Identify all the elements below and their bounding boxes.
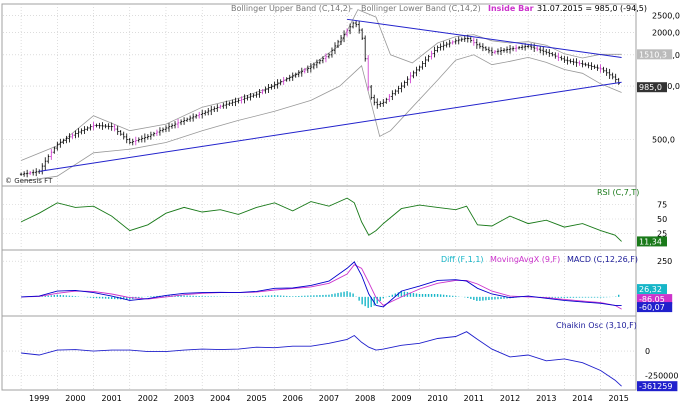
upper-trendline [346,18,622,58]
genesis-watermark: © Genesis FT [5,177,53,185]
chaikin-panel [1,315,637,391]
rsi-panel [1,185,637,251]
macd-y-tick-label: 250 [657,257,672,266]
x-tick-label: 1999 [29,394,49,403]
chaikin-y-tick-label: 0 [645,347,650,356]
price-y-tick-label: 500,0 [652,135,675,144]
x-tick-label: 2012 [500,394,520,403]
chaikin-series [21,331,622,387]
x-tick-label: 2008 [355,394,375,403]
rsi-y-tick-label: 75 [657,201,667,210]
rsi-series [20,197,622,242]
bb-upper-line [20,9,622,161]
x-tick-label: 2004 [210,394,230,403]
macd-diff-title: Diff (F,1,1) [441,255,484,264]
rsi-value-label: 11,34 [639,237,662,246]
macd-value-label: -60,07 [639,303,665,312]
chaikin-line [21,331,622,387]
macd-avg-title: MovingAvgX (9,F) [490,255,560,264]
macd-signal-line [21,264,622,310]
axis-labels: 1999 2000 2001 2002 2003 2004 2005 2006 2007 2008… [29,12,680,403]
macd-series [21,261,622,310]
x-tick-label: 2014 [572,394,592,403]
bb-upper-value-label-box [637,49,673,60]
value-boxes: 1510,3 985,0 11,34 26,32-86,05-60,07 -361259 [637,49,678,392]
x-tick-label: 2013 [536,394,556,403]
chaikin-value-label-box [637,381,678,392]
x-tick-label: 2015 [609,394,629,403]
chaikin-value-label: -361259 [639,382,672,391]
x-tick-label: 2002 [138,394,158,403]
diff-value-label: 26,32 [639,285,662,294]
last-price-label-box [637,82,667,93]
rsi-y-tick-label: 25 [657,230,667,239]
x-tick-label: 2011 [464,394,484,403]
macd-title: MACD (C,12,26,F) [567,255,638,264]
rsi-title: RSI (C,7,T) [597,188,639,197]
bb-upper-value-label: 1510,3 [639,50,667,59]
bb-upper-title: Bollinger Upper Band (C,14,2) [231,4,351,13]
rsi-line [20,197,622,242]
x-tick-label: 2001 [101,394,121,403]
grid-lines [3,4,635,390]
x-tick-label: 2000 [65,394,85,403]
avg-value-label: -86,05 [639,295,665,304]
x-tick-label: 2009 [391,394,411,403]
last-price-label: 985,0 [639,83,662,92]
chaikin-y-tick-label: -250000 [645,371,678,380]
rsi-value-label-box [637,236,667,247]
bb-title-separator: - [350,4,353,13]
price-y-tick-label: 2000,0 [652,29,680,38]
rsi-y-tick-label: 50 [657,215,667,224]
macd-value-label-box [637,302,673,313]
inside-bar-title: Inside Bar [488,4,534,13]
diff-value-label-box [637,284,667,295]
price-y-tick-label: 2500,0 [652,12,680,21]
x-tick-label: 2007 [319,394,339,403]
bb-lower-title: Bollinger Lower Band (C,14,2) [361,4,481,13]
x-tick-label: 2010 [427,394,447,403]
price-series [19,9,622,182]
lower-trendline [39,81,622,172]
x-tick-label: 2005 [246,394,266,403]
date-value-title: 31.07.2015 = 985,0 (-94,5) [537,4,647,13]
bb-lower-line [21,54,622,182]
chaikin-title: Chaikin Osc (3,10,F) [556,321,637,330]
macd-line [21,261,622,308]
avg-value-label-box [637,294,673,305]
x-tick-label: 2006 [283,394,303,403]
x-tick-label: 2003 [174,394,194,403]
